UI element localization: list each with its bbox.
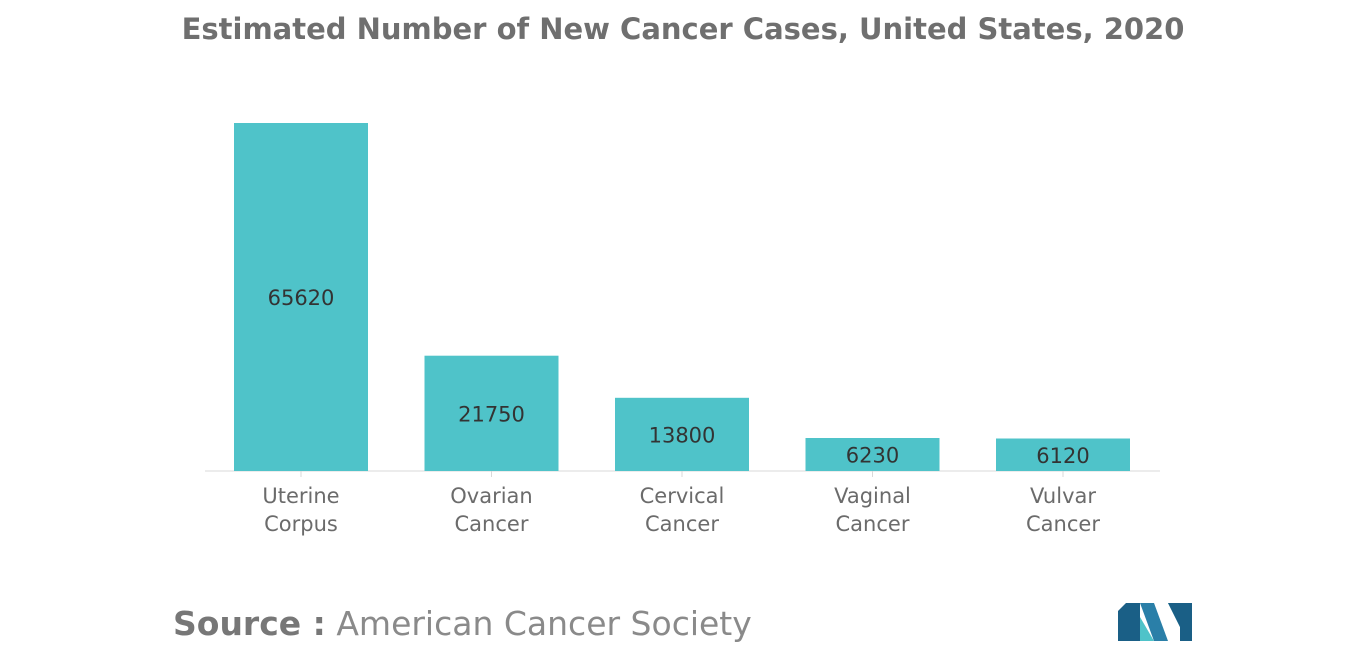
x-tick-label-line: Corpus [264,512,338,536]
x-tick-label-line: Uterine [262,484,339,508]
x-tick-label-line: Cancer [645,512,719,536]
logo-shape-right-dark [1168,603,1192,641]
source-value: American Cancer Society [336,604,752,643]
source-label: Source : [173,604,326,643]
mordor-logo-icon [1118,603,1192,641]
x-tick-label-2: Cervical Cancer [640,484,725,536]
x-tick-label-line: Vaginal [834,484,911,508]
x-tick-label-line: Ovarian [450,484,532,508]
x-tick-label-1: Ovarian Cancer [450,484,532,536]
x-tick-label-line: Vulvar [1030,484,1096,508]
ticks-layer [300,471,1064,477]
x-tick-label-line: Cervical [640,484,725,508]
logo-shape-mid-dark [1140,603,1168,641]
bars-layer [234,123,1130,471]
data-label-2: 13800 [649,423,716,447]
data-label-0: 65620 [268,286,335,310]
x-tick-labels: Uterine Corpus Ovarian Cancer Cervical Cancer… [262,484,1100,536]
logo-shape-mid-light [1140,617,1154,641]
bar-4 [996,438,1130,471]
x-tick-label-line: Cancer [1026,512,1100,536]
data-label-4: 6120 [1036,444,1089,468]
labels-layer: 65620 21750 13800 6230 6120 [268,286,1090,468]
bar-0 [234,123,368,471]
data-label-1: 21750 [458,402,525,426]
bar-1 [424,355,559,471]
source-line: Source : American Cancer Society [173,604,752,643]
x-tick-label-4: Vulvar Cancer [1026,484,1100,536]
x-tick-label-0: Uterine Corpus [262,484,339,536]
x-tick-label-line: Cancer [836,512,910,536]
x-tick-label-line: Cancer [455,512,529,536]
chart-title: Estimated Number of New Cancer Cases, Un… [181,12,1185,46]
bar-3 [805,438,940,471]
logo-shape-left [1118,603,1140,641]
x-tick-label-3: Vaginal Cancer [834,484,911,536]
bar-2 [615,397,749,471]
data-label-3: 6230 [846,444,899,468]
